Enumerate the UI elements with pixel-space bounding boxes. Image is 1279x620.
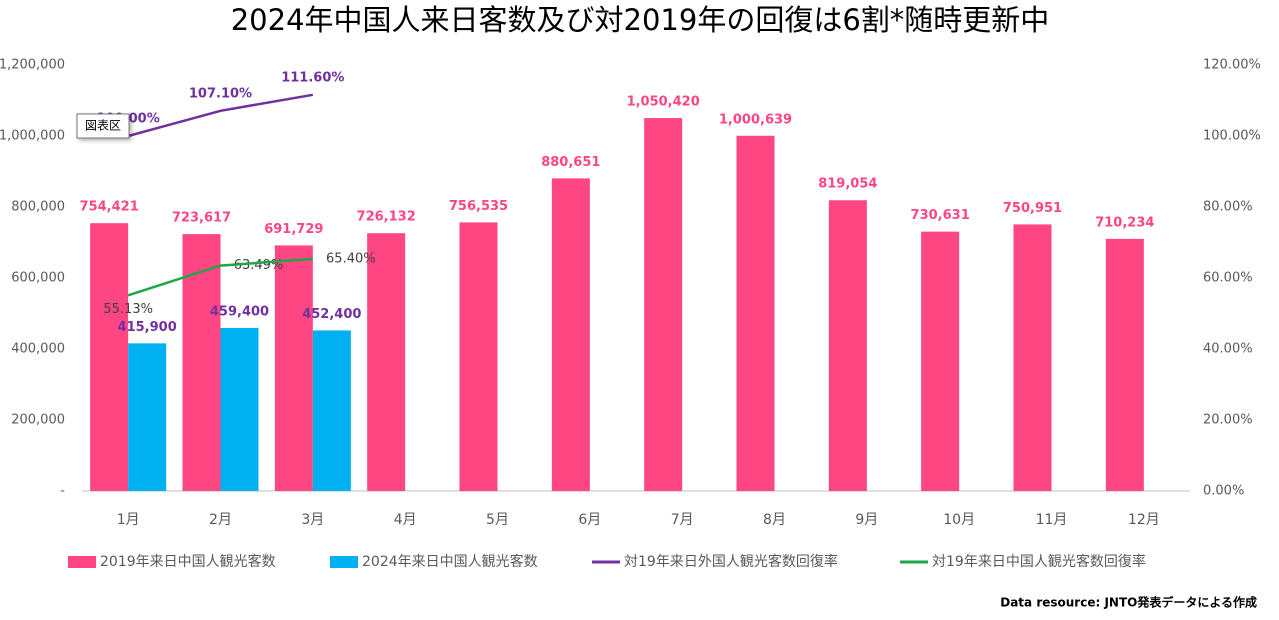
line: [127, 257, 313, 297]
bar-value-label: 880,651: [541, 155, 600, 170]
y-tick-label: 400,000: [11, 342, 65, 357]
bar: [644, 118, 683, 492]
legend-label: 2024年来日中国人観光客数: [362, 553, 538, 570]
bar-value-label: 730,631: [911, 208, 970, 223]
x-tick-label: 7月: [671, 512, 694, 528]
bar: [367, 233, 406, 491]
bar: [1013, 224, 1052, 491]
x-tick-label: 5月: [486, 512, 509, 528]
x-tick-label: 11月: [1036, 512, 1068, 528]
line-value-label: 55.13%: [103, 302, 153, 317]
bar-value-label: 1,000,639: [719, 112, 792, 127]
bar-value-label: 754,421: [80, 200, 139, 215]
bar-value-label: 723,617: [172, 211, 231, 226]
y2-tick-label: 60.00%: [1203, 271, 1253, 286]
y-tick-label: 600,000: [11, 271, 65, 286]
bar: [828, 200, 867, 491]
chart-title: 2024年中国人来日客数及び対2019年の回復は6割*随時更新中: [231, 3, 1050, 37]
bar-value-label: 750,951: [1003, 201, 1062, 216]
bar: [312, 330, 351, 491]
bar: [220, 327, 259, 491]
line-value-label: 107.10%: [189, 86, 252, 101]
bar-value-label: 819,054: [818, 177, 877, 192]
bar: [459, 222, 498, 492]
bar-value-label: 1,050,420: [627, 95, 700, 110]
x-tick-label: 8月: [763, 512, 786, 528]
bar-value-label: 710,234: [1095, 215, 1154, 230]
x-tick-label: 9月: [855, 512, 878, 528]
tooltip: 図表区: [76, 113, 130, 139]
x-tick-label: 12月: [1128, 512, 1160, 528]
line-value-label: 111.60%: [281, 70, 344, 85]
bar-value-label: 691,729: [264, 222, 323, 237]
y2-tick-label: 0.00%: [1203, 484, 1244, 499]
x-tick-label: 4月: [394, 512, 417, 528]
bar-value-label: 726,132: [357, 210, 416, 225]
legend-label: 2019年来日中国人観光客数: [100, 553, 276, 570]
bar: [274, 245, 313, 491]
x-tick-label: 10月: [943, 512, 975, 528]
line-value-label: 65.40%: [326, 251, 376, 266]
line: [127, 93, 314, 138]
y2-tick-label: 100.00%: [1203, 129, 1261, 144]
y-tick-label: 200,000: [11, 413, 65, 428]
bar: [90, 223, 129, 491]
x-tick-label: 2月: [209, 512, 232, 528]
y2-tick-label: 120.00%: [1203, 58, 1261, 73]
x-tick-label: 3月: [301, 512, 324, 528]
y2-tick-label: 80.00%: [1203, 200, 1253, 215]
bar-value-label: 459,400: [210, 304, 269, 319]
y-tick-label: -: [60, 484, 65, 499]
source-note: Data resource: JNTO発表データによる作成: [1000, 595, 1257, 610]
y2-tick-label: 20.00%: [1203, 413, 1253, 428]
tooltip-box: [76, 113, 130, 139]
x-tick-label: 1月: [117, 512, 140, 528]
legend-swatch: [68, 556, 96, 568]
tooltip-text: 図表区: [85, 119, 121, 133]
bar: [921, 231, 960, 492]
bar-value-label: 452,400: [302, 307, 361, 322]
legend-label: 対19年来日中国人観光客数回復率: [932, 553, 1146, 570]
bar-value-label: 756,535: [449, 199, 508, 214]
legend-swatch: [330, 556, 358, 568]
y-tick-label: 1,200,000: [0, 58, 65, 73]
bar: [1105, 238, 1144, 491]
bar: [736, 135, 775, 492]
y-tick-label: 800,000: [11, 200, 65, 215]
bar: [128, 343, 167, 491]
bar-value-label: 415,900: [118, 320, 177, 335]
legend-label: 対19年来日外国人観光客数回復率: [624, 553, 838, 570]
y-tick-label: 1,000,000: [0, 129, 65, 144]
x-tick-label: 6月: [578, 512, 601, 528]
bar: [551, 178, 590, 491]
y2-tick-label: 40.00%: [1203, 342, 1253, 357]
